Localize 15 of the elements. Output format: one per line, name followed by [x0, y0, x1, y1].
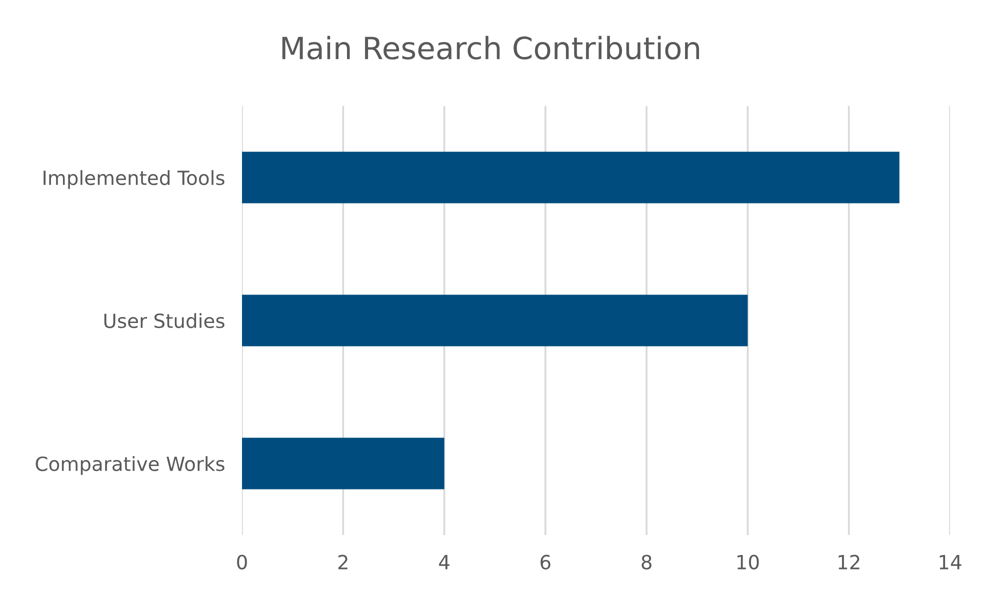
x-tick-label: 14 — [940, 555, 962, 570]
x-tick-label: 12 — [838, 554, 860, 570]
x-tick-label: 10 — [737, 554, 759, 570]
x-tick-label: 4 — [439, 555, 450, 570]
bar — [242, 294, 748, 346]
x-tick-label: 6 — [540, 554, 550, 570]
chart-title: Main Research Contribution — [282, 36, 700, 60]
y-tick-label: Comparative Works — [36, 456, 224, 475]
y-tick-label: Implemented Tools — [44, 170, 224, 189]
bar — [242, 152, 900, 204]
y-tick-label: User Studies — [104, 313, 224, 328]
x-tick-label: 0 — [237, 554, 247, 570]
x-tick-label: 8 — [642, 554, 652, 570]
bar — [242, 438, 444, 490]
x-tick-label: 2 — [338, 554, 348, 570]
